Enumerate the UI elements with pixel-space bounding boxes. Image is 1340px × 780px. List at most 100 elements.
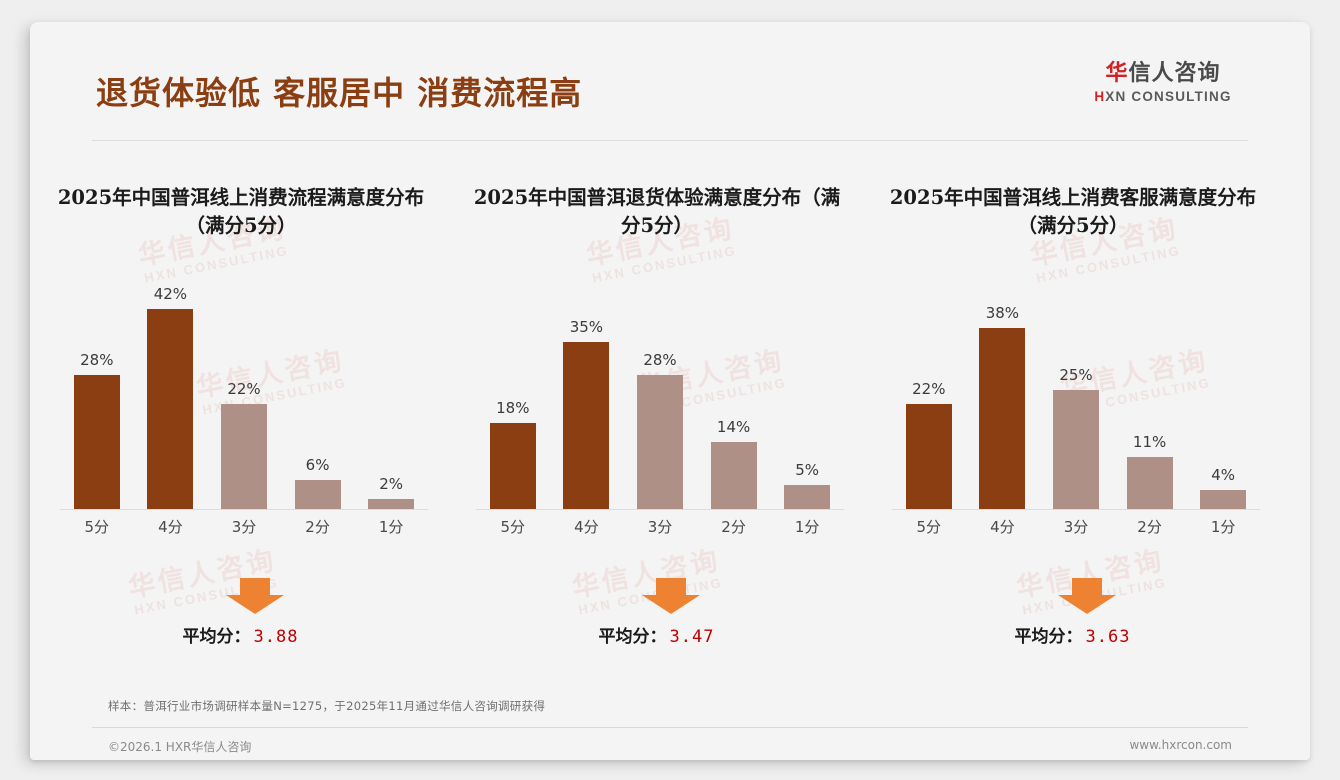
logo-en-accent: H (1094, 89, 1106, 105)
logo-rest-chars: 信人咨询 (1128, 61, 1221, 86)
bar-value-label: 18% (496, 399, 530, 418)
bar-value-label: 11% (1132, 432, 1167, 451)
bar (147, 308, 194, 509)
average-score: 平均分： 3.63 (870, 622, 1275, 647)
bar-column: 11% (1113, 280, 1187, 509)
website-text: www.hxrcon.com (1129, 738, 1232, 752)
footer-divider (92, 727, 1248, 728)
chart-title: 2025年中国普洱退货体验满意度分布（满分5分） (473, 186, 841, 237)
slide-canvas: 退货体验低 客服居中 消费流程高 华信人咨询 HXN CONSULTING 华信… (30, 22, 1310, 760)
logo-accent-char: 华 (1105, 61, 1129, 86)
x-axis-tick-labels: 5分 4分 3分 2分 1分 (476, 512, 844, 540)
bar-value-label: 14% (716, 418, 751, 437)
bar (710, 442, 757, 509)
x-tick-label: 3分 (231, 517, 257, 536)
header-divider (92, 140, 1248, 141)
bar-column: 5% (770, 280, 844, 509)
down-arrow-icon (642, 578, 700, 614)
source-footnote: 样本：普洱行业市场调研样本量N=1275，于2025年11月通过华信人咨询调研获… (108, 699, 546, 713)
average-label: 平均分： (1014, 627, 1083, 647)
bar-value-label: 42% (153, 284, 188, 303)
bar (1200, 489, 1247, 509)
bar (73, 375, 120, 509)
bar (220, 404, 267, 509)
x-tick-label: 3分 (647, 517, 673, 536)
x-axis-tick-labels: 5分 4分 3分 2分 1分 (892, 512, 1260, 540)
bar-column: 42% (134, 280, 208, 509)
bar (563, 342, 610, 509)
x-tick-label: 5分 (84, 517, 110, 536)
bar-value-label: 22% (912, 380, 946, 399)
x-tick-label: 4分 (990, 517, 1015, 536)
bar-column: 6% (281, 280, 355, 509)
x-axis-line (892, 509, 1260, 510)
bar-value-label: 6% (305, 456, 330, 475)
bar-column: 18% (476, 280, 550, 509)
logo-english-text: HXN CONSULTING (1078, 89, 1248, 104)
average-score: 平均分： 3.88 (38, 622, 443, 647)
bar (784, 485, 831, 509)
x-tick-label: 3分 (1063, 517, 1089, 536)
bar (1052, 389, 1099, 509)
average-label: 平均分： (598, 627, 667, 647)
bar-value-label: 38% (985, 303, 1020, 322)
page-title: 退货体验低 客服居中 消费流程高 (96, 74, 583, 112)
x-tick-label: 2分 (305, 517, 330, 536)
bar-value-label: 28% (643, 351, 677, 370)
chart-title: 2025年中国普洱线上消费流程满意度分布（满分5分） (57, 186, 425, 237)
x-axis-line (60, 509, 428, 510)
x-tick-label: 2分 (721, 517, 746, 536)
bar-column: 28% (623, 280, 697, 509)
bar-series: 18% 35% 28% 14% 5% (476, 280, 844, 509)
bar (1126, 456, 1173, 509)
x-tick-label: 4分 (574, 517, 599, 536)
bar (368, 499, 415, 509)
bar-column: 2% (354, 280, 428, 509)
chart-plot-area: 22% 38% 25% 11% 4% 5分 4分 3分 2分 1分 (892, 280, 1260, 540)
bar (489, 423, 536, 509)
bar (636, 375, 683, 509)
bar-value-label: 2% (379, 475, 404, 494)
copyright-text: ©2026.1 HXR华信人咨询 (108, 740, 252, 754)
slide-header: 退货体验低 客服居中 消费流程高 华信人咨询 HXN CONSULTING (30, 22, 1310, 141)
average-value: 3.88 (253, 627, 299, 647)
x-axis-tick-labels: 5分 4分 3分 2分 1分 (60, 512, 428, 540)
bar-value-label: 22% (227, 380, 261, 399)
bar-column: 4% (1186, 280, 1260, 509)
x-tick-label: 4分 (158, 517, 183, 536)
x-axis-line (476, 509, 844, 510)
bar-value-label: 28% (80, 351, 114, 370)
bar-column: 28% (60, 280, 134, 509)
chart-plot-area: 18% 35% 28% 14% 5% 5分 4分 3分 2分 1分 (476, 280, 844, 540)
bar-value-label: 35% (569, 318, 604, 337)
down-arrow-icon (1058, 578, 1116, 614)
bar-column: 38% (966, 280, 1040, 509)
bar-column: 22% (892, 280, 966, 509)
average-label: 平均分： (182, 627, 251, 647)
x-tick-label: 1分 (794, 517, 820, 536)
chart-title: 2025年中国普洱线上消费客服满意度分布（满分5分） (889, 186, 1257, 237)
bar-value-label: 4% (1211, 465, 1236, 484)
bar (905, 404, 952, 509)
bar (979, 327, 1026, 509)
bar-column: 35% (550, 280, 624, 509)
average-value: 3.47 (669, 627, 715, 647)
bar-series: 28% 42% 22% 6% 2% (60, 280, 428, 509)
bar-column: 14% (697, 280, 771, 509)
bar (294, 480, 341, 509)
chart-panel: 2025年中国普洱退货体验满意度分布（满分5分） 18% 35% 28% 14% 5% … (454, 160, 859, 670)
chart-plot-area: 28% 42% 22% 6% 2% 5分 4分 3分 2分 1分 (60, 280, 428, 540)
x-tick-label: 5分 (500, 517, 526, 536)
logo-en-rest: XN CONSULTING (1105, 89, 1232, 105)
x-tick-label: 2分 (1137, 517, 1162, 536)
chart-panel: 2025年中国普洱线上消费客服满意度分布（满分5分） 22% 38% 25% 11% 4… (870, 160, 1275, 670)
bar-series: 22% 38% 25% 11% 4% (892, 280, 1260, 509)
x-tick-label: 1分 (1210, 517, 1236, 536)
down-arrow-icon (226, 578, 284, 614)
bar-value-label: 5% (795, 461, 820, 480)
average-value: 3.63 (1085, 627, 1131, 647)
x-tick-label: 5分 (916, 517, 942, 536)
logo-chinese-text: 华信人咨询 (1078, 61, 1248, 86)
bar-column: 25% (1039, 280, 1113, 509)
bar-value-label: 25% (1059, 365, 1093, 384)
